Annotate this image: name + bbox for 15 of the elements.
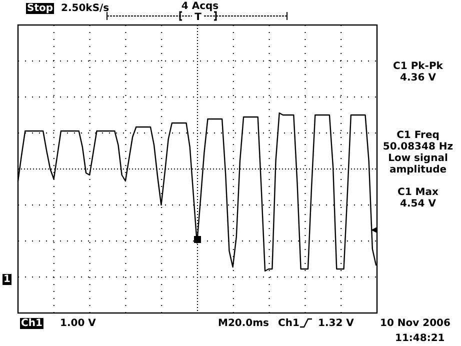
text: 1.00 V <box>60 318 96 329</box>
text: 2.50kS/s <box>61 3 110 14</box>
text: 1.32 V <box>318 318 354 329</box>
text: C1 Pk-Pk 4.36 V <box>393 61 444 84</box>
text: Ch1 <box>278 318 300 329</box>
text: M20.0ms <box>218 318 270 329</box>
text: C1 Max 4.54 V <box>398 187 440 210</box>
text: 1 <box>4 274 11 285</box>
text: 11:48:21 <box>395 333 445 344</box>
text: 4 Acqs <box>181 1 219 12</box>
text: C1 Freq 50.08348 Hz Low signal amplitude <box>382 130 454 176</box>
text: Stop <box>27 3 54 14</box>
text: T <box>194 12 202 23</box>
text: Ch1 <box>21 318 42 329</box>
text: 10 Nov 2006 <box>380 318 451 329</box>
